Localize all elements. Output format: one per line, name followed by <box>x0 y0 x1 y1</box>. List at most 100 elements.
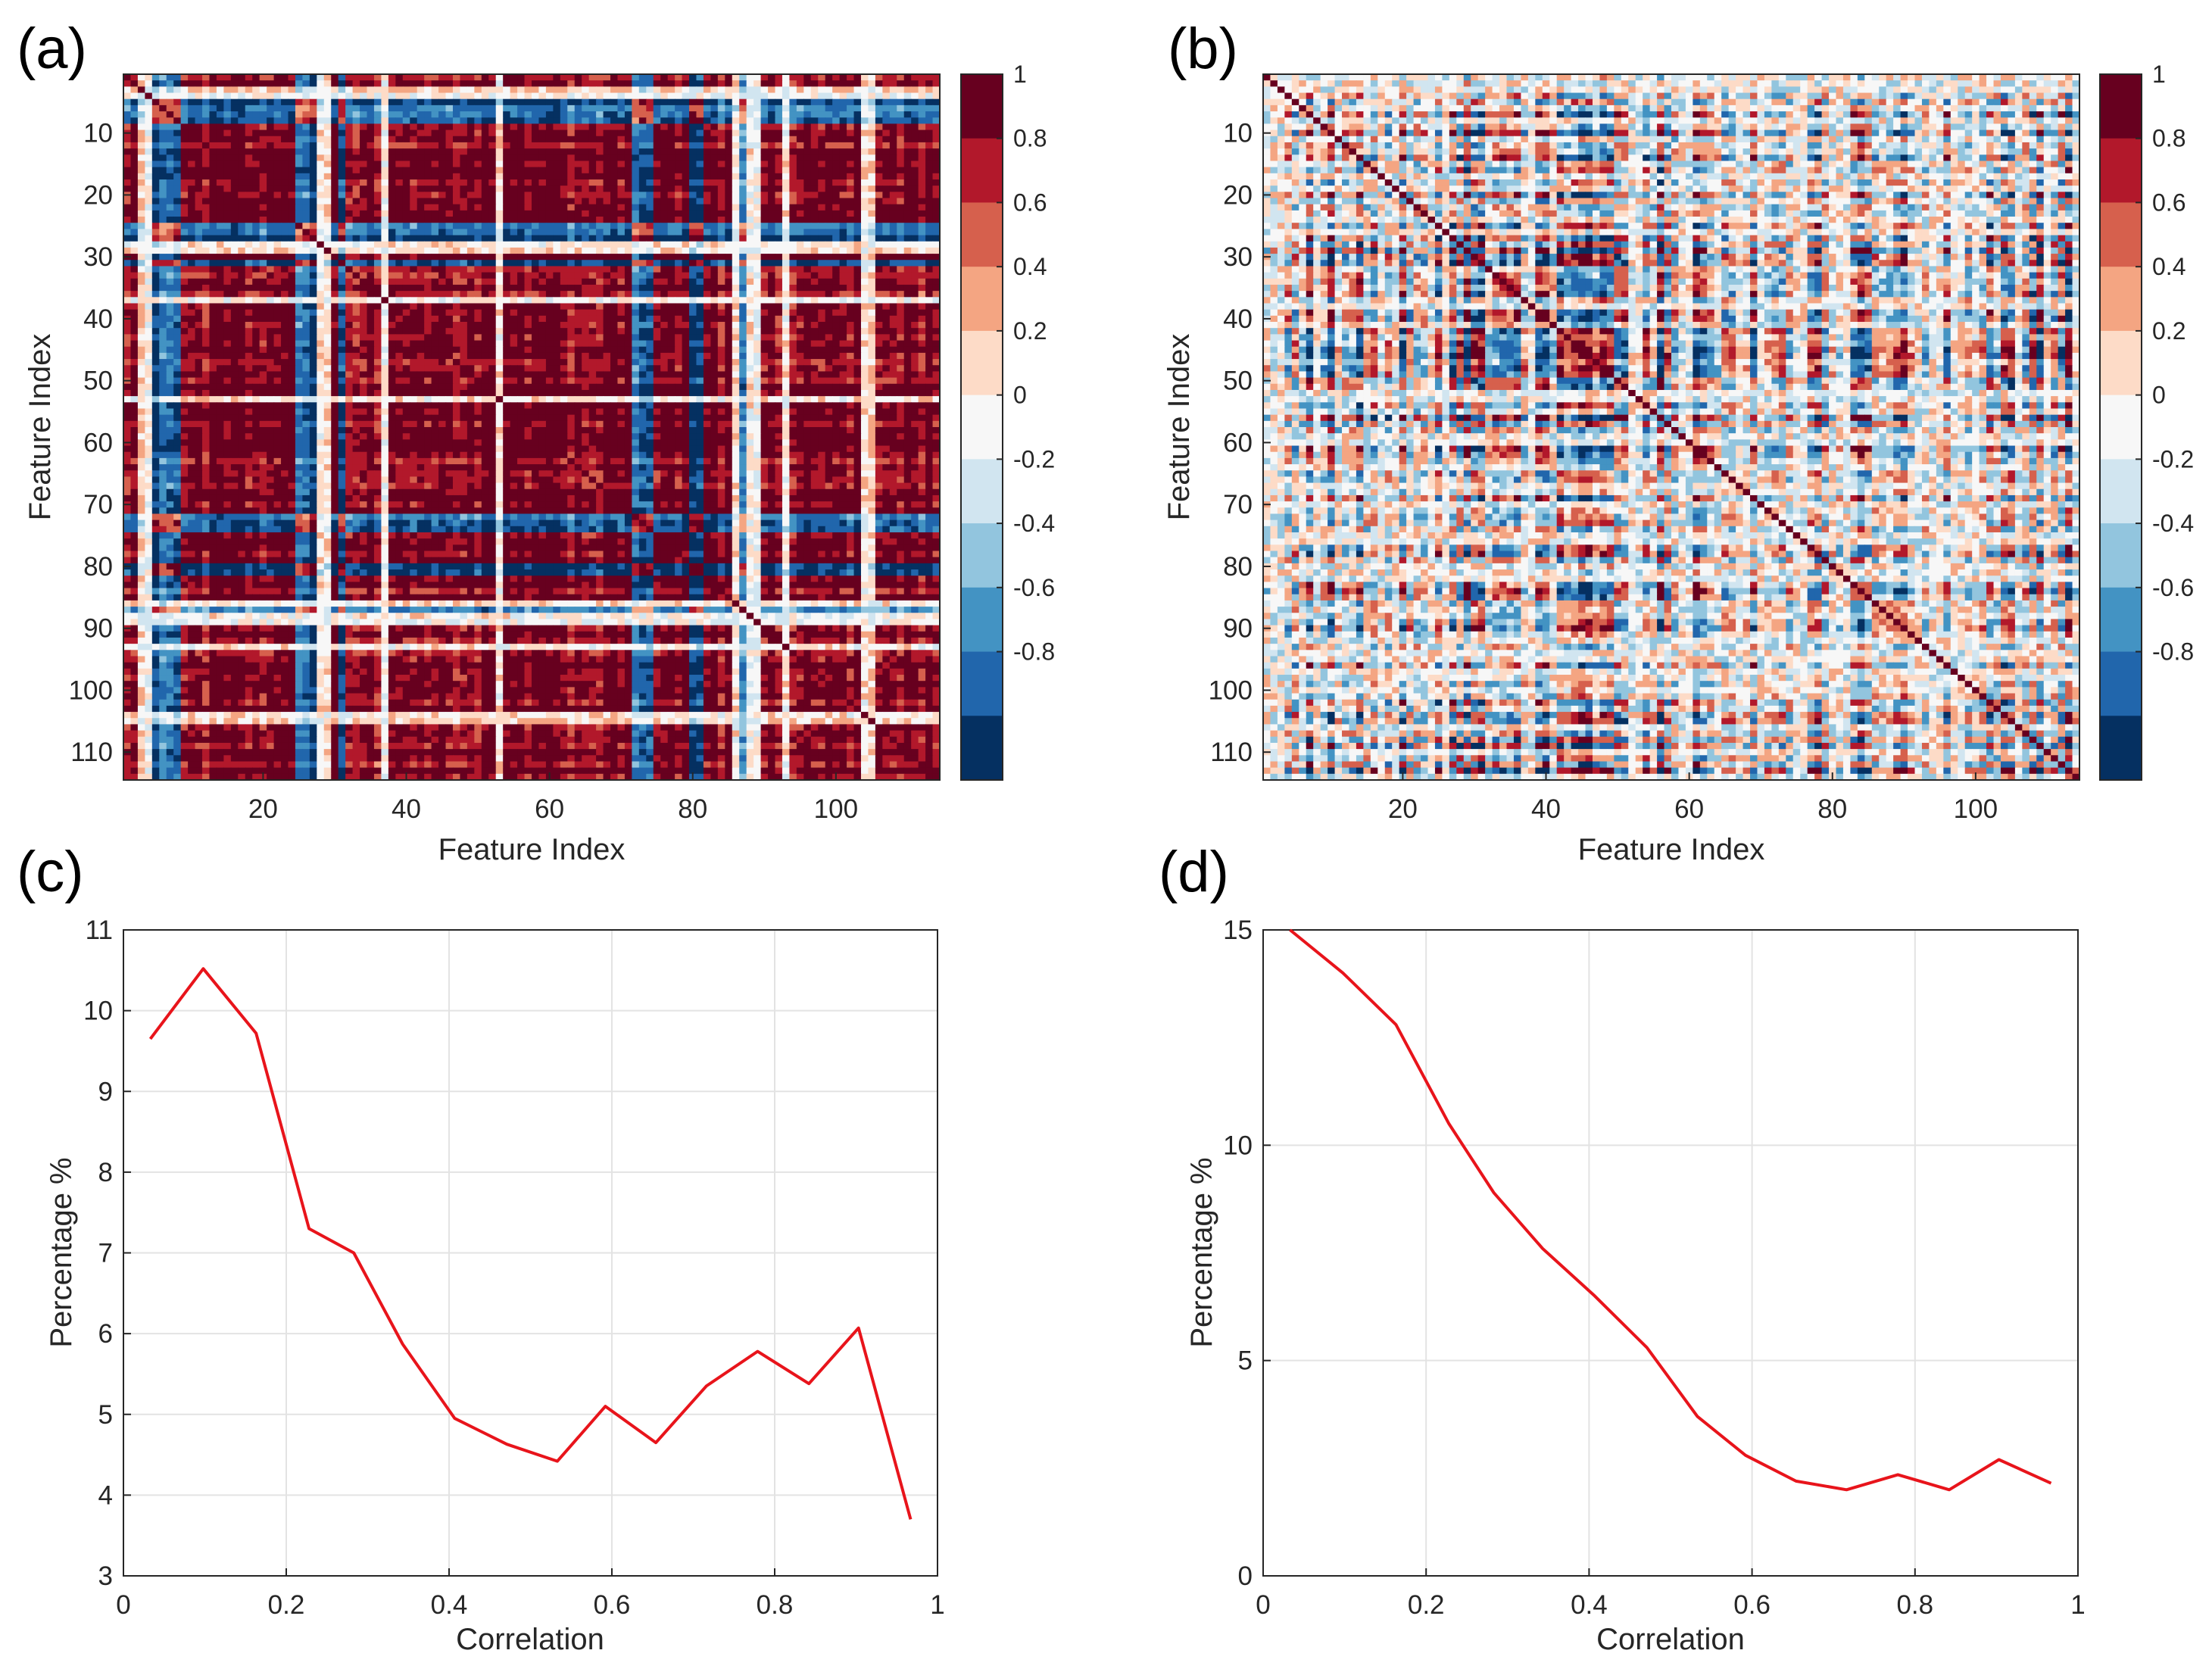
heatmap-cell <box>388 235 396 242</box>
heatmap-cell <box>417 179 425 186</box>
heatmap-cell <box>495 192 504 199</box>
heatmap-cell <box>209 229 217 236</box>
heatmap-cell <box>603 142 611 149</box>
heatmap-cell <box>488 74 497 81</box>
heatmap-cell <box>768 235 776 242</box>
heatmap-cell <box>338 210 346 217</box>
heatmap-cell <box>252 204 261 211</box>
heatmap-cell <box>810 297 819 304</box>
heatmap-cell <box>925 123 934 131</box>
heatmap-cell <box>860 129 869 137</box>
heatmap-cell <box>810 105 819 112</box>
heatmap-cell <box>216 334 224 342</box>
heatmap-cell <box>295 340 304 348</box>
heatmap-cell <box>796 192 804 199</box>
heatmap-cell <box>317 173 325 180</box>
heatmap-cell <box>875 235 883 242</box>
heatmap-cell <box>495 241 504 248</box>
heatmap-cell <box>288 186 296 192</box>
heatmap-cell <box>360 315 368 323</box>
heatmap-cell <box>195 278 203 285</box>
heatmap-cell <box>230 284 239 292</box>
heatmap-cell <box>903 303 912 310</box>
heatmap-cell <box>166 74 174 81</box>
heatmap-cell <box>323 217 332 223</box>
heatmap-cell <box>689 315 697 323</box>
heatmap-cell <box>323 154 332 162</box>
heatmap-cell <box>503 105 511 112</box>
heatmap-cell <box>617 297 626 304</box>
heatmap-cell <box>267 154 275 162</box>
heatmap-cell <box>882 229 891 236</box>
heatmap-cell <box>832 142 841 149</box>
heatmap-cell <box>230 154 239 162</box>
heatmap-cell <box>388 173 396 180</box>
heatmap-cell <box>789 173 797 180</box>
heatmap-cell <box>624 98 632 106</box>
heatmap-cell <box>638 80 647 87</box>
heatmap-cell <box>617 74 626 81</box>
heatmap-cell <box>367 303 375 310</box>
heatmap-cell <box>230 297 239 304</box>
heatmap-cell <box>517 117 526 125</box>
heatmap-cell <box>696 161 704 168</box>
heatmap-cell <box>202 92 211 100</box>
heatmap-cell <box>932 241 941 248</box>
heatmap-cell <box>703 247 712 254</box>
heatmap-cell <box>281 309 289 317</box>
heatmap-cell <box>466 167 475 174</box>
heatmap-cell <box>267 161 275 168</box>
heatmap-cell <box>309 309 317 317</box>
heatmap-cell <box>410 198 418 205</box>
heatmap-cell <box>123 148 132 155</box>
heatmap-cell <box>789 136 797 143</box>
heatmap-cell <box>646 111 654 118</box>
heatmap-cell <box>868 136 876 143</box>
heatmap-cell <box>832 210 841 217</box>
heatmap-cell <box>137 142 145 149</box>
heatmap-cell <box>417 315 425 323</box>
heatmap-cell <box>703 186 712 192</box>
heatmap-cell <box>302 241 310 248</box>
heatmap-cell <box>782 278 791 285</box>
heatmap-cell <box>803 142 812 149</box>
heatmap-cell <box>596 167 604 174</box>
heatmap-cell <box>367 167 375 174</box>
heatmap-cell <box>338 198 346 205</box>
heatmap-cell <box>775 80 783 87</box>
heatmap-cell <box>667 74 675 81</box>
heatmap-cell <box>338 129 346 137</box>
heatmap-cell <box>897 278 905 285</box>
heatmap-cell <box>295 117 304 125</box>
heatmap-cell <box>610 297 619 304</box>
heatmap-cell <box>352 229 360 236</box>
heatmap-cell <box>832 297 841 304</box>
heatmap-cell <box>188 86 196 94</box>
heatmap-cell <box>638 117 647 125</box>
heatmap-cell <box>818 217 826 223</box>
heatmap-cell <box>760 254 769 260</box>
heatmap-cell <box>123 167 132 174</box>
heatmap-cell <box>875 154 883 162</box>
heatmap-cell <box>360 167 368 174</box>
heatmap-cell <box>517 223 526 229</box>
heatmap-cell <box>918 322 926 329</box>
heatmap-cell <box>768 291 776 298</box>
heatmap-cell <box>137 223 145 229</box>
heatmap-cell <box>474 123 482 131</box>
heatmap-cell <box>331 229 339 236</box>
heatmap-cell <box>689 129 697 137</box>
heatmap-cell <box>460 92 468 100</box>
heatmap-cell <box>302 247 310 254</box>
heatmap-cell <box>417 80 425 87</box>
heatmap-cell <box>245 142 253 149</box>
heatmap-cell <box>273 260 282 267</box>
heatmap-cell <box>775 142 783 149</box>
heatmap-cell <box>288 173 296 180</box>
heatmap-cell <box>574 167 582 174</box>
heatmap-cell <box>216 167 224 174</box>
heatmap-cell <box>567 315 576 323</box>
heatmap-cell <box>159 192 167 199</box>
heatmap-cell <box>317 86 325 94</box>
heatmap-cell <box>245 328 253 335</box>
